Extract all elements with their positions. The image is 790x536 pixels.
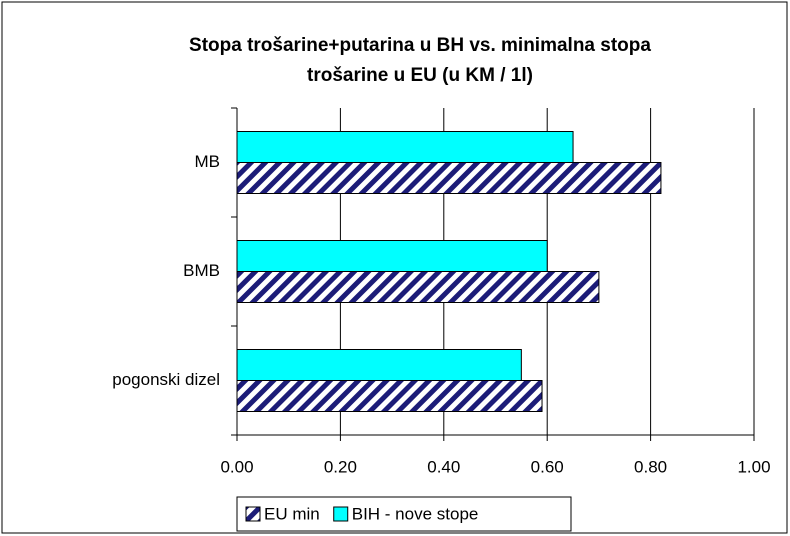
legend-swatch [245,506,261,522]
bar [236,271,600,303]
y-tick-label: BMB [183,261,220,280]
x-tick-label: 0.60 [531,457,564,476]
x-tick-label: 1.00 [737,457,770,476]
x-tick-label: 0.80 [634,457,667,476]
y-tick-label: pogonski dizel [112,370,220,389]
y-tick-label: MB [195,152,221,171]
legend-label: BIH - nove stope [352,504,479,523]
bar [236,131,574,163]
x-tick-label: 0.20 [324,457,357,476]
bar [236,380,543,412]
legend-label: EU min [264,504,320,523]
x-tick-label: 0.00 [220,457,253,476]
legend-box [236,496,572,532]
chart-title: trošarine u EU (u KM / 1l) [307,65,533,86]
bar [236,349,522,381]
bar [236,162,662,194]
x-tick-label: 0.40 [427,457,460,476]
legend-swatch [333,506,349,522]
bar [236,240,548,272]
chart-title: Stopa trošarine+putarina u BH vs. minima… [189,35,651,56]
